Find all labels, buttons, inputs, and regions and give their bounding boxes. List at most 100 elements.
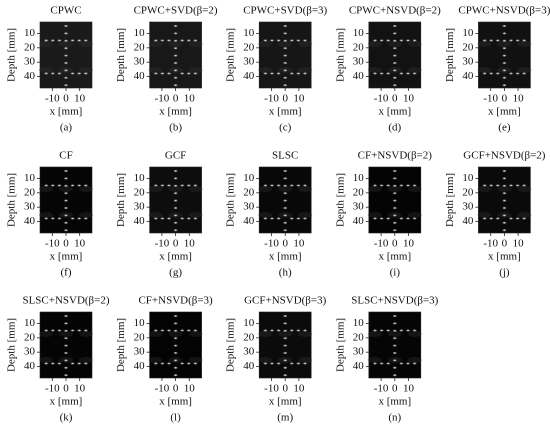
point-target [63, 314, 69, 318]
point-target [392, 184, 398, 188]
x-axis-label: x [mm] [269, 396, 302, 408]
point-target [482, 72, 487, 75]
panel-caption: (c) [279, 122, 292, 134]
point-target [392, 39, 398, 43]
point-target [502, 54, 507, 57]
y-tick-label: 30 [24, 56, 36, 68]
point-target [399, 362, 404, 365]
panel-caption: (k) [60, 412, 73, 424]
point-target [83, 329, 89, 332]
point-target [43, 329, 49, 332]
speckle [387, 186, 402, 192]
x-tick-label: -10 [155, 383, 170, 395]
point-target [63, 214, 69, 217]
point-target [263, 217, 268, 220]
speckle [79, 357, 93, 363]
x-tick-label: 10 [74, 383, 86, 395]
point-target [193, 184, 198, 187]
panel-caption: (f) [61, 267, 72, 279]
point-target [63, 199, 69, 203]
point-target [379, 217, 384, 220]
x-tick-label: 0 [392, 93, 398, 105]
point-target [160, 39, 165, 42]
y-tick-label: 40 [134, 215, 146, 227]
y-tick-label: 10 [134, 27, 146, 39]
speckle [59, 331, 73, 337]
point-target [412, 217, 417, 220]
point-target [43, 184, 49, 187]
point-target [495, 72, 501, 75]
y-axis-label: Depth [mm] [334, 173, 346, 227]
point-target [166, 329, 172, 332]
speckle [517, 186, 532, 192]
point-target [276, 72, 281, 75]
x-tick-label: 0 [282, 383, 288, 395]
y-tick-label: 40 [462, 70, 474, 82]
point-target [488, 217, 494, 220]
point-target [296, 362, 301, 365]
y-axis-label: Depth [mm] [444, 28, 456, 82]
panel-title: CPWC [50, 5, 81, 17]
point-target [502, 61, 507, 65]
y-tick-label: 10 [134, 317, 146, 329]
y-tick-label: 30 [353, 201, 365, 213]
speckle [517, 67, 532, 73]
point-target [179, 217, 185, 220]
speckle [148, 212, 163, 218]
point-target [63, 322, 69, 325]
y-tick-label: 30 [353, 346, 365, 358]
point-target [282, 83, 288, 87]
point-target [399, 329, 404, 332]
x-tick-label: -10 [45, 383, 60, 395]
x-tick-label: 0 [173, 383, 179, 395]
point-target [282, 32, 288, 35]
point-target [282, 329, 288, 333]
speckle [477, 41, 492, 47]
point-target [173, 32, 179, 35]
point-target [186, 329, 192, 332]
speckle [367, 67, 382, 73]
point-target [63, 83, 69, 87]
point-target [392, 214, 398, 217]
point-target [289, 39, 295, 42]
y-tick-label: 20 [462, 41, 474, 53]
point-target [379, 184, 384, 187]
point-target [302, 39, 308, 42]
x-tick-label: 10 [293, 93, 305, 105]
point-target [495, 217, 501, 220]
point-target [296, 329, 301, 332]
x-axis-label: x [mm] [378, 251, 411, 263]
point-target [193, 39, 198, 42]
speckle [168, 186, 183, 192]
point-target [160, 362, 165, 365]
point-target [372, 72, 378, 75]
point-target [173, 46, 179, 50]
point-target [173, 366, 179, 370]
x-tick-label: -10 [374, 238, 389, 250]
point-target [76, 184, 82, 187]
x-tick-label: 0 [282, 93, 288, 105]
panel-caption: (n) [388, 412, 401, 424]
speckle [367, 212, 382, 218]
point-target [153, 217, 159, 220]
y-tick-label: 40 [353, 215, 365, 227]
point-target [276, 362, 281, 365]
point-target [372, 217, 378, 220]
point-target [173, 61, 179, 65]
point-target [83, 184, 89, 187]
point-target [76, 217, 82, 220]
point-target [269, 362, 275, 365]
x-tick-label: 0 [63, 383, 69, 395]
point-target [412, 362, 417, 365]
x-tick-label: -10 [155, 93, 170, 105]
point-target [63, 366, 69, 370]
point-target [289, 329, 295, 332]
panel-title: GCF+NSVD(β=2) [463, 150, 546, 162]
panel-caption: (g) [169, 267, 182, 279]
panel-title: CF+NSVD(β=3) [138, 295, 213, 307]
x-tick-label: 0 [63, 238, 69, 250]
y-tick-label: 30 [243, 56, 255, 68]
panel-title: GCF+NSVD(β=3) [244, 295, 327, 307]
